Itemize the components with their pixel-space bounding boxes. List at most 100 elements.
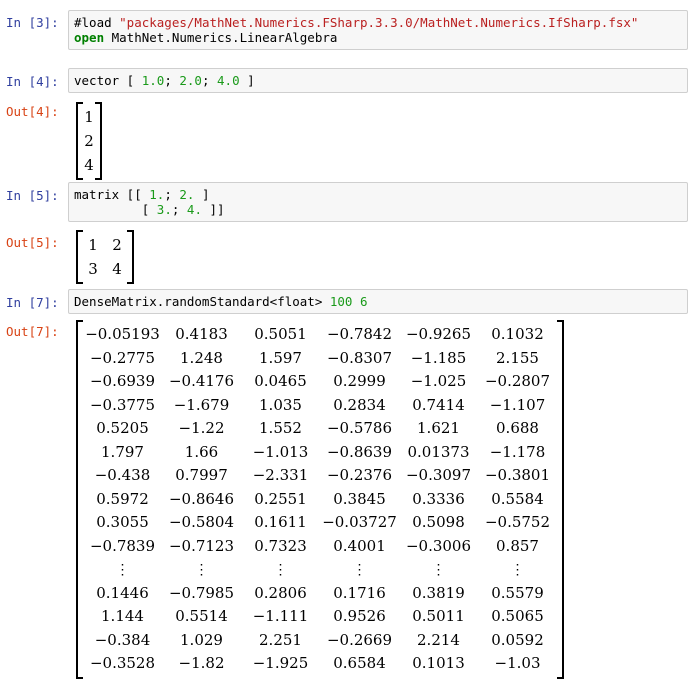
code-token: ; (164, 73, 180, 88)
matrix-cell: 0.5098 (412, 513, 465, 531)
code-token: ]] (201, 202, 225, 217)
matrix-cell: 0.7323 (254, 536, 307, 555)
matrix-cell: −1.679 (173, 395, 230, 414)
left-bracket (76, 102, 83, 180)
matrix-cell: −0.3006 (405, 536, 472, 555)
matrix-cell: −0.8307 (326, 348, 393, 367)
code-cell-3[interactable]: #load "packages/MathNet.Numerics.FSharp.… (68, 10, 688, 50)
matrix-cell: ⋮ (115, 562, 130, 578)
matrix-cell: 0.1446 (96, 583, 149, 602)
matrix-cell: 0.4183 (175, 325, 228, 343)
matrix-cell: −1.03 (494, 654, 541, 672)
code-token: open (74, 30, 105, 45)
matrix-cell: 0.01373 (407, 442, 470, 461)
matrix-cell: ⋮ (194, 562, 209, 578)
matrix-cell: −0.8646 (168, 489, 235, 508)
matrix-cell: 1 (88, 236, 98, 254)
matrix-cell: −0.3775 (89, 395, 156, 414)
code-token: 1.0 (141, 73, 165, 88)
matrix-cell: −0.7842 (326, 325, 393, 343)
output-prompt-4: Out[4]: (6, 104, 59, 119)
matrix-cell: 1.144 (101, 607, 144, 625)
code-token: 1. (149, 187, 165, 202)
matrix-cell: −0.2669 (326, 630, 393, 649)
matrix-cell: −2.331 (252, 466, 309, 484)
matrix-cell: 2.155 (496, 348, 539, 367)
right-bracket (127, 230, 134, 284)
matrix-cell: 0.1032 (491, 325, 544, 343)
matrix-cell: −1.22 (178, 419, 225, 437)
matrix-cell: 0.4001 (333, 536, 386, 555)
matrix-cell: 1.66 (184, 442, 219, 461)
code-line: #load "packages/MathNet.Numerics.FSharp.… (74, 15, 682, 30)
left-bracket (76, 230, 83, 284)
matrix-cell: 0.1013 (412, 654, 465, 672)
matrix-cell: 4 (112, 260, 122, 278)
output-vector-4: 1 2 4 (76, 102, 102, 180)
matrix-cell: −1.013 (252, 442, 309, 461)
matrix-cell: −1.025 (410, 372, 467, 390)
matrix-cell: 0.9526 (333, 607, 386, 625)
matrix-cell: 0.5205 (96, 419, 149, 437)
code-token: 100 (329, 294, 353, 309)
matrix-cell: 0.7997 (175, 466, 228, 484)
matrix-cell: 0.3845 (333, 489, 386, 508)
matrix-cell: −1.111 (252, 607, 309, 625)
matrix-cell: 0.3055 (96, 513, 149, 531)
code-cell-4[interactable]: vector [ 1.0; 2.0; 4.0 ] (68, 68, 688, 93)
matrix-cell: 0.0592 (491, 630, 544, 649)
matrix-cell: −0.5804 (168, 513, 235, 531)
code-cell-7[interactable]: DenseMatrix.randomStandard<float> 100 6 (68, 289, 688, 314)
matrix-cell: −0.3528 (89, 654, 156, 672)
matrix-cell: −0.3097 (405, 466, 472, 484)
code-token: #load (74, 15, 120, 30)
matrix-cell: −0.9265 (405, 325, 472, 343)
matrix-cell: 1.597 (259, 348, 302, 367)
matrix-cell: 0.3819 (412, 583, 465, 602)
code-token: 4.0 (217, 73, 240, 88)
matrix-cell: −0.2376 (326, 466, 393, 484)
left-bracket (76, 320, 83, 679)
matrix-cell: −0.5786 (326, 419, 393, 437)
matrix-cell: 0.2834 (333, 395, 386, 414)
matrix-cell: 1.029 (180, 630, 223, 649)
code-line: DenseMatrix.randomStandard<float> 100 6 (74, 294, 682, 309)
code-token: 3. (156, 202, 172, 217)
matrix-cell: −0.2807 (484, 372, 551, 390)
code-token: matrix [[ (74, 187, 150, 202)
matrix-cell: 2.251 (259, 630, 302, 649)
matrix-cell: 0.5579 (491, 583, 544, 602)
code-token: ] (239, 73, 255, 88)
matrix-cell: 0.5065 (491, 607, 544, 625)
matrix-cell: 3 (88, 260, 98, 278)
matrix-cell: 0.1611 (254, 513, 307, 531)
output-matrix-7: −0.05193 0.4183 0.5051 −0.7842 −0.9265 0.1032… (76, 320, 564, 679)
matrix-cell: 0.2999 (333, 372, 386, 390)
matrix-cell: 0.5584 (491, 489, 544, 508)
matrix-cell: 0.7414 (412, 395, 465, 414)
matrix-cell: 0.2806 (254, 583, 307, 602)
matrix-cell: −0.7839 (89, 536, 156, 555)
code-token: 2.0 (179, 73, 202, 88)
code-line: open MathNet.Numerics.LinearAlgebra (74, 30, 682, 45)
matrix-cell: 0.6584 (333, 654, 386, 672)
matrix-cell: −0.3801 (484, 466, 551, 484)
matrix-cell: 0.5011 (412, 607, 465, 625)
matrix-cell: −0.7985 (168, 583, 235, 602)
matrix-cell: −0.2775 (89, 348, 156, 367)
matrix-cell: −0.6939 (89, 372, 156, 390)
matrix-cell: −0.7123 (168, 536, 235, 555)
input-prompt-5: In [5]: (6, 188, 59, 203)
matrix-cell: 0.688 (496, 419, 539, 437)
code-token: vector [ (74, 73, 142, 88)
matrix-cell: 0.857 (496, 536, 539, 555)
output-prompt-7: Out[7]: (6, 324, 59, 339)
matrix-cell: 0.5972 (96, 489, 149, 508)
code-token: "packages/MathNet.Numerics.FSharp.3.3.0/… (119, 15, 639, 30)
input-prompt-4: In [4]: (6, 74, 59, 89)
matrix-cell: 1.552 (259, 419, 302, 437)
code-cell-5[interactable]: matrix [[ 1.; 2. ] [ 3.; 4. ]] (68, 182, 688, 222)
matrix-cell: 4 (84, 156, 94, 174)
matrix-cell: 0.3336 (412, 489, 465, 508)
